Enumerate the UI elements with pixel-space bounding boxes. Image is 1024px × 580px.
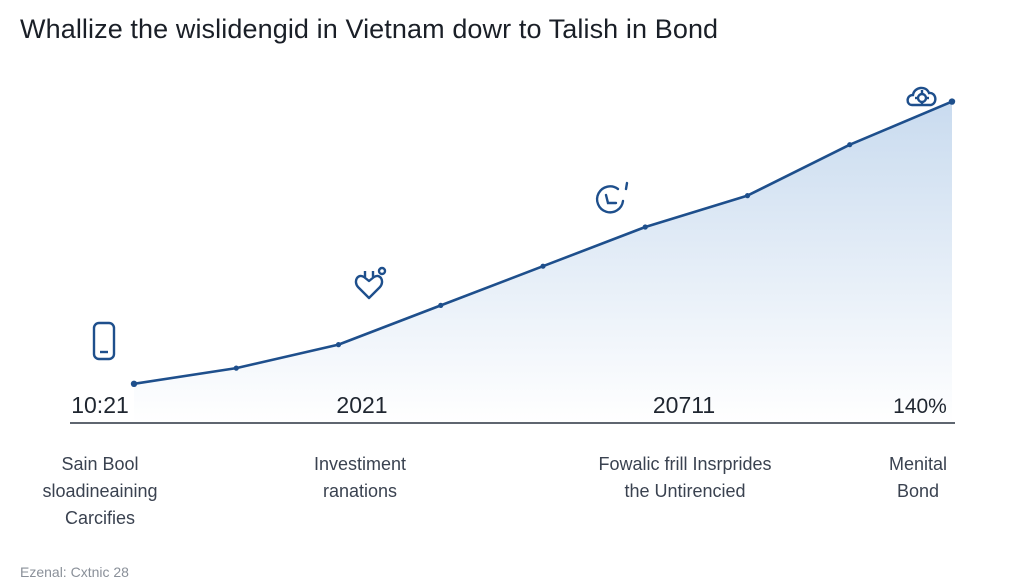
category-label-4: Menital Bond	[888, 454, 948, 501]
chart-title: Whallize the wislidengid in Vietnam dowr…	[20, 14, 719, 44]
category-label-2: Investiment ranations	[313, 454, 407, 501]
data-point-1	[130, 380, 138, 387]
series-area-fill	[134, 101, 952, 423]
data-point-2	[233, 365, 239, 371]
tick-label-3: 20711	[653, 392, 715, 418]
data-point-6	[642, 224, 648, 230]
data-point-5	[540, 263, 546, 269]
source-footnote: Ezenal: Cxtnic 28	[20, 564, 129, 580]
clock-icon	[595, 181, 629, 214]
tick-label-4: 140%	[893, 395, 947, 418]
data-point-9	[948, 98, 956, 105]
phone-icon	[92, 321, 116, 361]
category-label-3: Fowalic frill Insrprides the Untirencied	[598, 454, 772, 501]
data-point-3	[335, 342, 342, 348]
data-point-4	[438, 302, 444, 308]
data-point-7	[744, 193, 751, 199]
tick-label-2: 2021	[336, 392, 387, 418]
tick-label-1: 10:21	[71, 392, 129, 418]
data-point-8	[847, 142, 853, 148]
heart-plug-icon	[354, 266, 387, 300]
gear-cloud-icon	[906, 86, 937, 107]
category-label-1: Sain Bool sloadineaining Carcifies	[42, 454, 158, 528]
